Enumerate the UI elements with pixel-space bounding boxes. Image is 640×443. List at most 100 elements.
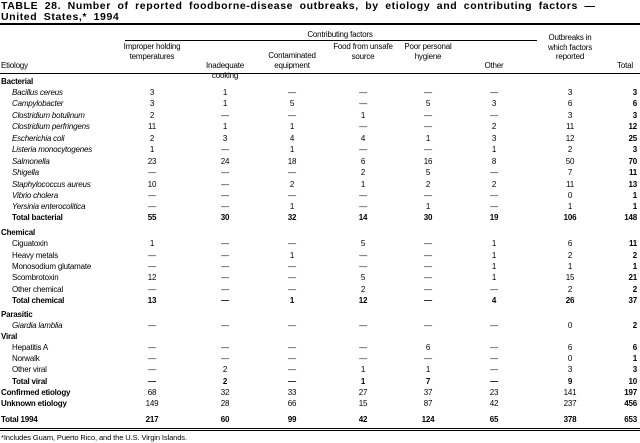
cell-value: 11 (566, 180, 574, 189)
cell-value: 2 (567, 145, 573, 154)
cell-value: 106 (563, 213, 577, 222)
row-label: Hepatitis A (12, 343, 49, 352)
cell-value: 1 (491, 262, 497, 271)
cell-value: — (359, 191, 367, 200)
row-label: Escherichia coli (12, 134, 65, 143)
cell-value: — (148, 202, 156, 211)
cell-value: 13 (147, 296, 157, 305)
group-label: Viral (1, 332, 18, 341)
row-label: Salmonella (12, 157, 50, 166)
cell-value: 23 (489, 388, 499, 397)
cell-value: 18 (287, 157, 297, 166)
cell-value: 87 (423, 399, 433, 408)
table-row: Campylobacter 3 1 5 — 5 3 6 6 (0, 98, 640, 109)
cell-value: 1 (360, 365, 366, 374)
cell-value: 3 (491, 99, 497, 108)
row-label: Total chemical (12, 296, 65, 305)
cell-total: 21 (628, 273, 638, 282)
cell-value: 28 (220, 399, 230, 408)
row-label: Bacillus cereus (12, 88, 63, 97)
cell-value: — (490, 321, 498, 330)
cell-total: 3 (632, 111, 637, 120)
cell-total: 12 (628, 122, 638, 131)
table-row: Scombrotoxin 12 — — 5 — 1 15 21 (0, 272, 640, 283)
cell-value: — (490, 343, 498, 352)
cell-value: — (490, 88, 498, 97)
cell-value: — (288, 262, 296, 271)
cell-value: 237 (563, 399, 577, 408)
contributing-factors-rule (125, 40, 537, 41)
cell-value: — (148, 354, 156, 363)
group-label: Parasitic (1, 310, 33, 319)
title-rule (0, 23, 640, 25)
group-label: Chemical (1, 228, 35, 237)
cell-value: 3 (222, 134, 228, 143)
cell-value: 1 (289, 296, 295, 305)
cell-value: — (288, 285, 296, 294)
cell-value: 99 (287, 415, 297, 424)
row-label: Confirmed etiology (1, 388, 71, 397)
cell-value: 1 (491, 145, 497, 154)
cell-value: 15 (358, 399, 368, 408)
cell-value: 9 (567, 377, 573, 386)
header-improper-holding: Improper holding temperatures (123, 42, 181, 61)
cell-value: 2 (567, 251, 573, 260)
cell-value: — (288, 343, 296, 352)
cell-total: 11 (628, 168, 637, 177)
cell-value: 1 (567, 262, 573, 271)
table-row: Vibrio cholera — — — — — — 0 1 (0, 190, 640, 201)
cell-value: 0 (567, 354, 573, 363)
header-outbreaks-factors: Outbreaks in which factors reported (547, 33, 593, 61)
cell-value: — (288, 88, 296, 97)
cell-value: — (288, 321, 296, 330)
cell-value: 1 (491, 239, 497, 248)
row-label: Other viral (12, 365, 47, 374)
cell-value: — (148, 343, 156, 352)
table-row: Total viral — 2 — 1 7 — 9 10 (0, 376, 640, 387)
cell-value: 2 (491, 180, 497, 189)
cell-value: 30 (423, 213, 433, 222)
cell-value: 42 (358, 415, 368, 424)
cell-value: 5 (360, 273, 366, 282)
cell-value: 15 (565, 273, 575, 282)
cell-value: 8 (491, 157, 497, 166)
cell-value: 4 (360, 134, 366, 143)
cell-value: — (490, 111, 498, 120)
cell-value: 3 (567, 111, 573, 120)
cell-value: 6 (425, 343, 431, 352)
cell-value: — (288, 168, 296, 177)
table-row: Confirmed etiology 68 32 33 27 37 23 141 197 (0, 387, 640, 398)
header-contaminated-equipment: Contaminated equipment (268, 51, 316, 70)
cell-value: 2 (425, 180, 431, 189)
row-label: Ciguatoxin (12, 239, 48, 248)
cell-value: 10 (147, 180, 157, 189)
cell-value: — (359, 251, 367, 260)
table-row: Total chemical 13 — 1 12 — 4 26 37 (0, 295, 640, 306)
row-label: Vibrio cholera (12, 191, 58, 200)
cell-value: — (424, 296, 432, 305)
cell-value: 1 (149, 145, 155, 154)
header-inadequate-cooking: Inadequate cooking (205, 61, 245, 80)
cell-value: — (221, 321, 229, 330)
cell-total: 653 (624, 415, 637, 424)
table-row: Norwalk — — — — — — 0 1 (0, 353, 640, 364)
cell-value: 6 (567, 343, 573, 352)
cell-total: 1 (632, 191, 637, 200)
row-label: Heavy metals (12, 251, 59, 260)
cell-value: 65 (489, 415, 499, 424)
bottom-rule (0, 428, 640, 429)
cell-value: — (424, 321, 432, 330)
cell-value: 2 (222, 365, 228, 374)
cell-value: — (221, 145, 229, 154)
cell-value: 11 (148, 122, 156, 131)
cell-value: 0 (567, 191, 573, 200)
cell-value: 37 (423, 388, 433, 397)
cell-value: — (148, 377, 156, 386)
cell-value: 3 (149, 88, 155, 97)
cell-value: 2 (567, 285, 573, 294)
cell-total: 10 (628, 377, 638, 386)
row-label: Campylobacter (12, 99, 64, 108)
header-rule (0, 73, 640, 74)
cell-value: 1 (567, 202, 573, 211)
table-row: Unknown etiology 149 28 66 15 87 42 237 456 (0, 398, 640, 409)
